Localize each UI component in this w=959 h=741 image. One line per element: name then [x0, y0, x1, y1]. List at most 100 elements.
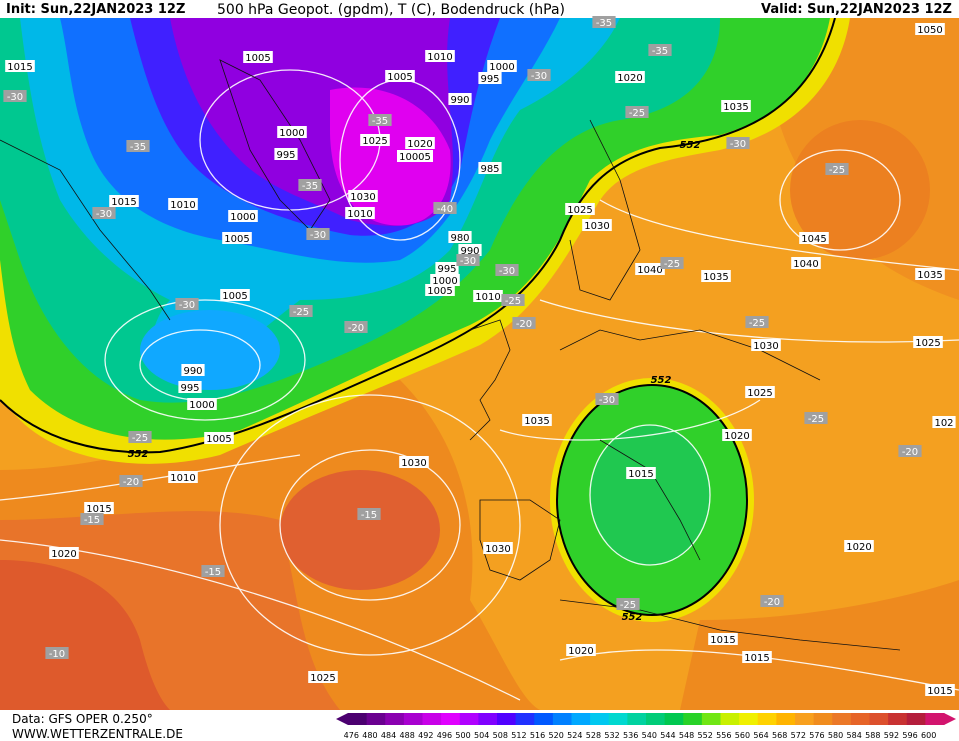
colorbar-swatch	[441, 713, 461, 725]
temperature-label-box	[306, 228, 330, 240]
isobar-label: 1025	[567, 205, 592, 216]
isobar-label-box	[243, 51, 273, 63]
isobar-label-box	[582, 219, 612, 231]
isobar-label-box	[565, 203, 595, 215]
field-red	[0, 560, 170, 710]
isobar-label-box	[844, 540, 874, 552]
field-red-blob	[280, 470, 440, 590]
temperature-label-box	[760, 595, 784, 607]
colorbar-swatch	[515, 713, 535, 725]
isobar-label: 1000	[189, 400, 214, 411]
colorbar-label: 520	[549, 731, 564, 740]
colorbar-swatch	[385, 713, 405, 725]
colorbar-swatch	[497, 713, 517, 725]
temperature-label-box	[80, 513, 104, 525]
isobar-label-box	[178, 381, 202, 393]
isobar-label-box	[168, 471, 198, 483]
isobar-label: 995	[437, 264, 456, 275]
isobar-label-box	[791, 257, 821, 269]
isobar-label-box	[745, 386, 775, 398]
isobar-label: 1005	[427, 286, 452, 297]
colorbar-label: 484	[381, 731, 396, 740]
temperature-label: -35	[372, 116, 388, 127]
colorbar-swatch	[720, 713, 740, 725]
isobar-label-box	[925, 684, 955, 696]
colorbar-label: 476	[344, 731, 359, 740]
isobar-label-box	[5, 60, 35, 72]
colorbar-swatch	[664, 713, 684, 725]
colorbar-swatch	[459, 713, 479, 725]
colorbar-label: 536	[623, 731, 638, 740]
isobar-label: 1025	[310, 673, 335, 684]
temperature-label: -15	[84, 515, 100, 526]
temperature-label-box	[119, 475, 143, 487]
field-green-core	[590, 425, 710, 565]
colorbar-label: 524	[567, 731, 582, 740]
isobar-label: 1000	[489, 62, 514, 73]
isobar-label-box	[522, 414, 552, 426]
colorbar-label: 568	[772, 731, 787, 740]
temperature-label: -20	[764, 597, 780, 608]
isobar-label-box	[435, 262, 459, 274]
colorbar-label: 588	[865, 731, 880, 740]
isobar-label-box	[458, 244, 482, 256]
isobar-label-box	[430, 274, 460, 286]
colorbar-swatch	[571, 713, 591, 725]
isobar-label: 1010	[170, 473, 195, 484]
temperature-label-box	[625, 106, 649, 118]
isobar-label: 990	[183, 366, 202, 377]
colorbar-swatch	[422, 713, 442, 725]
isobar-label-box	[721, 100, 751, 112]
colorbar-label: 488	[400, 731, 415, 740]
colorbar-swatch	[776, 713, 796, 725]
isobar-label: 1010	[427, 52, 452, 63]
temperature-label: -30	[96, 209, 112, 220]
colorbar-label: 528	[586, 731, 601, 740]
colorbar-label: 556	[716, 731, 731, 740]
contour-label: 552	[680, 140, 701, 151]
colorbar-label: 560	[735, 731, 750, 740]
colorbar-swatch	[478, 713, 498, 725]
temperature-label: -20	[123, 477, 139, 488]
colorbar-label: 584	[847, 731, 862, 740]
temperature-label: -25	[505, 296, 521, 307]
temperature-label-box	[726, 137, 750, 149]
data-source: Data: GFS OPER 0.250°	[12, 712, 153, 726]
isobar-label: 1005	[245, 53, 270, 64]
temperature-label-box	[92, 207, 116, 219]
isobar-label: 1015	[744, 653, 769, 664]
colorbar-swatch	[683, 713, 703, 725]
isobar-label-box	[566, 644, 596, 656]
temperature-label: -25	[664, 259, 680, 270]
temperature-label-box	[501, 294, 525, 306]
coastlines	[0, 59, 901, 651]
isobar-label: 1015	[710, 635, 735, 646]
temperature-label-box	[660, 257, 684, 269]
isobar-label: 995	[180, 383, 199, 394]
temperature-label: -10	[49, 649, 65, 660]
colorbar-swatch	[906, 713, 926, 725]
temperature-label-box	[512, 317, 536, 329]
temperature-label: -25	[829, 165, 845, 176]
isobar-label: 1020	[846, 542, 871, 553]
isobar-label-box	[701, 270, 731, 282]
colorbar-label: 580	[828, 731, 843, 740]
isobar-label: 102	[934, 418, 953, 429]
isobar-label-box	[187, 398, 217, 410]
colorbar-label: 496	[437, 731, 452, 740]
temperature-label-box	[527, 69, 551, 81]
colorbar-swatch	[739, 713, 759, 725]
isobar-label: 1035	[723, 102, 748, 113]
colorbar-label: 532	[604, 731, 619, 740]
temperature-label: -30	[599, 395, 615, 406]
isobar-label: 1015	[111, 197, 136, 208]
colorbar-label: 600	[921, 731, 936, 740]
colorbar-label: 564	[753, 731, 768, 740]
isobar-label: 1025	[747, 388, 772, 399]
isobar-label-box	[397, 150, 433, 162]
colorbar-swatch	[590, 713, 610, 725]
isobar-label-box	[308, 671, 338, 683]
isobar-label-box	[84, 502, 114, 514]
isobar-label-box	[385, 70, 415, 82]
temperature-label-box	[45, 647, 69, 659]
